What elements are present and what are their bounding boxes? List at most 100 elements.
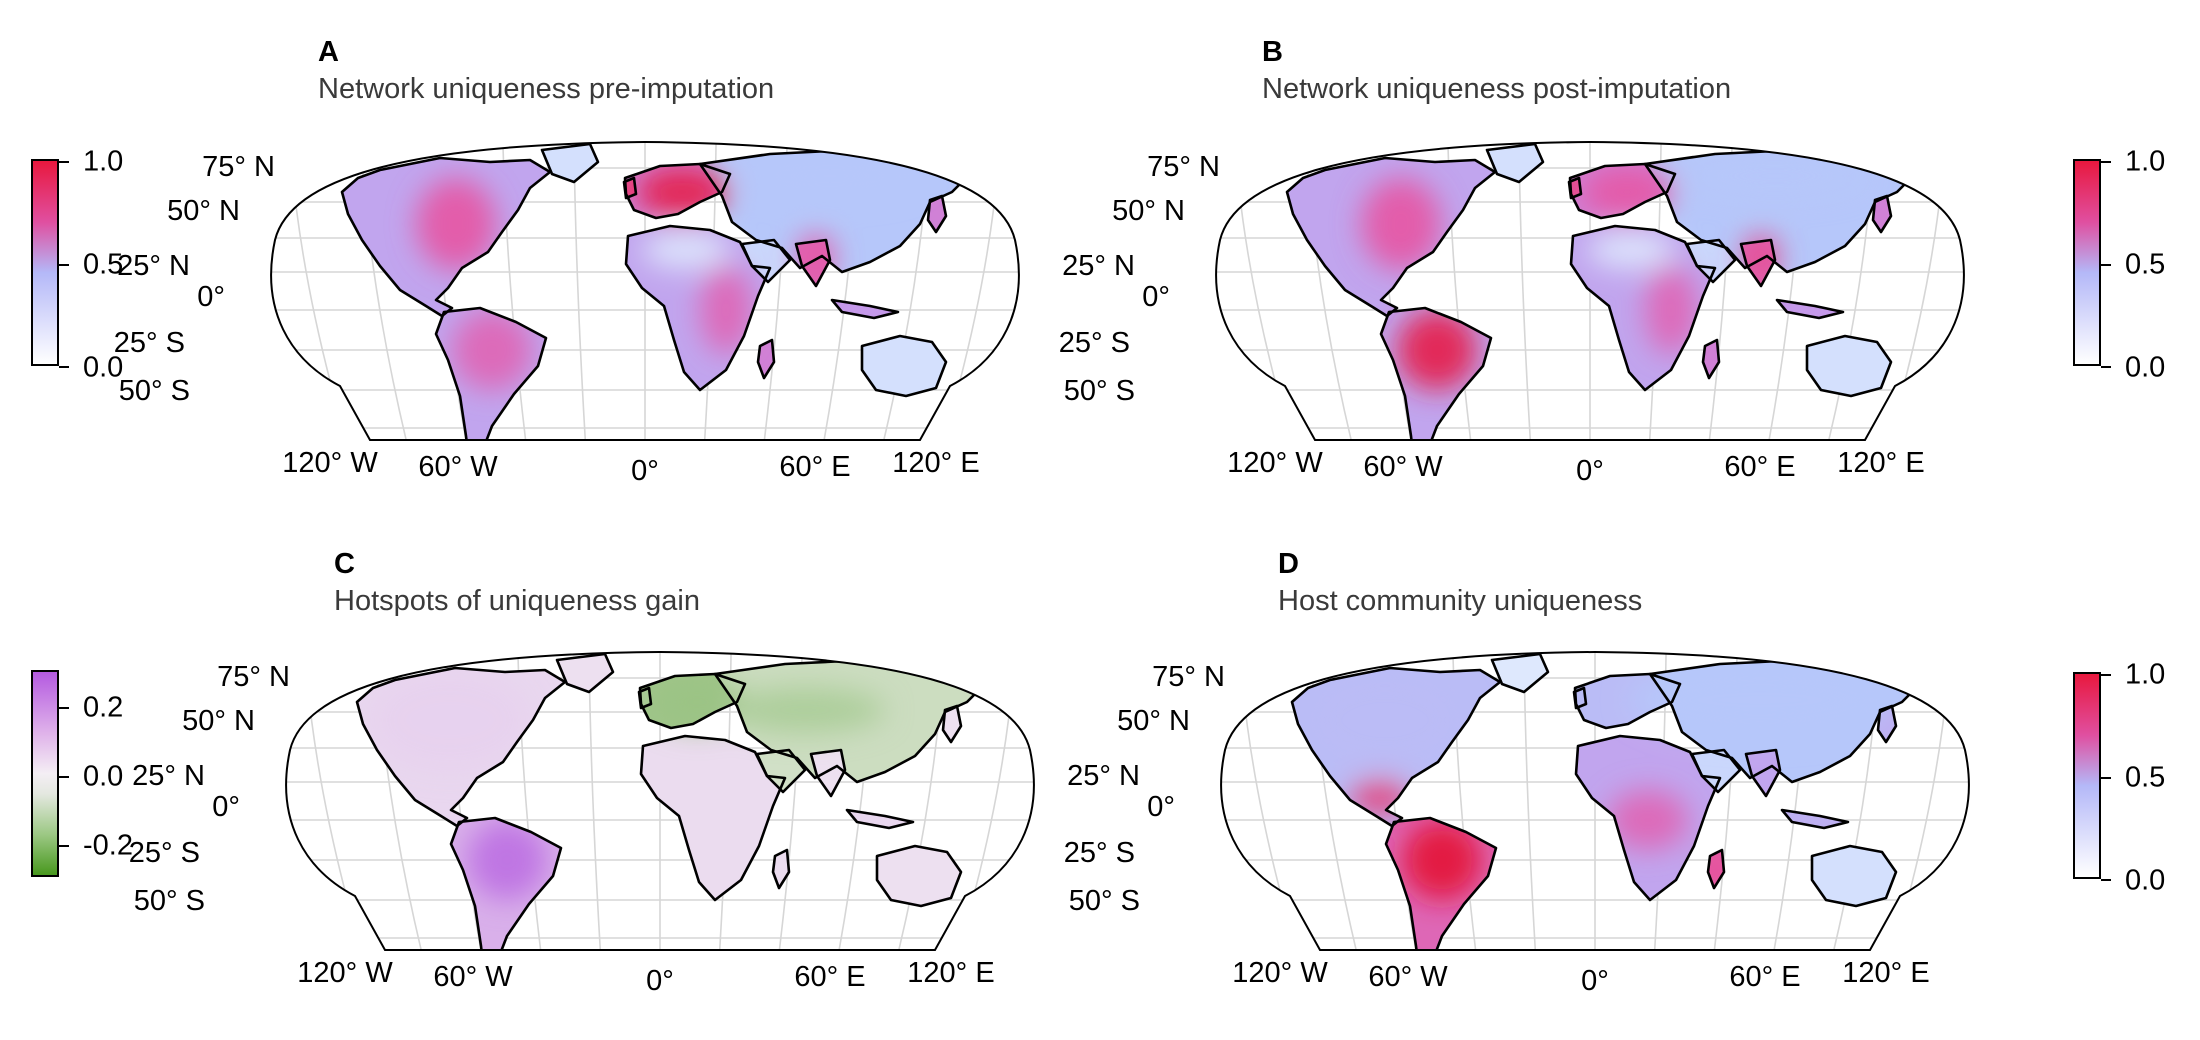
colorbar-label: 0.5 (2125, 761, 2166, 794)
hotspot (467, 820, 547, 900)
longitude-label: 60° E (1724, 451, 1795, 483)
latitude-label: 25° N (1062, 250, 1135, 282)
colorbar-tick (59, 776, 69, 778)
latitude-label: 75° N (1152, 661, 1225, 693)
coastline (622, 176, 638, 200)
map-body (271, 142, 1019, 440)
latitude-label: 25° S (1059, 327, 1130, 359)
coastline (1805, 334, 1893, 398)
longitude-label: 60° E (779, 451, 850, 483)
coastline (540, 142, 600, 184)
coastline (1485, 142, 1545, 184)
coastline (1685, 238, 1737, 284)
coastline (845, 808, 915, 830)
continent-australia (862, 336, 946, 396)
coastline (1701, 338, 1721, 380)
colorbar-label: 0.2 (83, 691, 124, 724)
latitude-label: 25° N (1067, 760, 1140, 792)
coastline (1569, 224, 1717, 392)
colorbar-label: 1.0 (2125, 145, 2166, 178)
longitude-label: 120° W (1232, 957, 1328, 989)
globe-outline (1220, 650, 1970, 951)
latitude-label: 75° N (1147, 151, 1220, 183)
colorbar-label: 1.0 (83, 145, 124, 178)
coastlines (1290, 652, 1922, 950)
colorbar-tick (2101, 366, 2111, 368)
colorbar-label: 0.0 (83, 760, 124, 793)
panel-c: C Hotspots of uniqueness gain 0.2 0.0 -0… (0, 520, 1100, 1040)
graticule-line (1238, 652, 1304, 950)
hotspot (416, 178, 496, 270)
longitude-label: 120° E (1837, 447, 1924, 479)
hotspot (452, 310, 532, 390)
latitude-label: 50° S (119, 375, 190, 407)
globe-outline (285, 650, 1035, 951)
colorbar-label: -0.2 (83, 829, 133, 862)
latitude-label: 50° S (1069, 885, 1140, 917)
longitude-label: 60° E (794, 961, 865, 993)
colorbar-tick (59, 161, 69, 163)
latitude-label: 0° (212, 791, 240, 823)
longitude-label: 120° W (282, 447, 378, 479)
map-body (1216, 142, 1964, 440)
coastline (756, 338, 776, 380)
coastline (1706, 848, 1726, 890)
latitude-label: 50° N (1112, 195, 1185, 227)
coastline (637, 686, 653, 710)
map-body (1221, 652, 1969, 950)
coastline (926, 194, 948, 234)
coastline (755, 748, 807, 794)
longitude-label: 0° (1576, 455, 1604, 487)
colorbar-label: 0.0 (83, 351, 124, 384)
panel-d: D Host community uniqueness 1.0 0.5 0.0 … (0, 520, 2200, 1040)
coastline (1775, 298, 1845, 320)
coastline (1285, 156, 1497, 318)
longitude-label: 0° (631, 455, 659, 487)
hotspot (740, 156, 920, 196)
coastline (941, 704, 963, 744)
coastline (623, 162, 732, 220)
continent-indonesia (1777, 300, 1843, 318)
coastline (1568, 162, 1677, 220)
hotspot-layer (370, 670, 885, 900)
panel-title: Network uniqueness post-imputation (1262, 73, 1732, 105)
hotspot (700, 266, 752, 354)
coastline (1567, 176, 1583, 200)
globe-outline (270, 140, 1020, 441)
longitude-label: 120° W (1227, 447, 1323, 479)
colorbar-tick (2101, 674, 2111, 676)
coastline (1490, 652, 1550, 694)
colorbar-tick (2101, 777, 2111, 779)
hotspot (725, 688, 885, 732)
coastline (1744, 748, 1782, 798)
latitude-label: 25° S (1064, 837, 1135, 869)
continent-madagascar (773, 850, 789, 888)
continent-indonesia (832, 300, 898, 318)
globe-outline (1215, 140, 1965, 441)
coastline (1290, 666, 1502, 828)
coastline (1871, 194, 1893, 234)
continent-madagascar (758, 340, 774, 378)
hotspot (1350, 780, 1410, 816)
colorbar-tick (59, 264, 69, 266)
panel-title: Host community uniqueness (1278, 585, 1643, 617)
latitude-label: 25° N (117, 250, 190, 282)
latitude-label: 50° N (182, 705, 255, 737)
latitude-label: 75° N (217, 661, 290, 693)
coastline (624, 224, 772, 392)
longitude-label: 60° W (433, 961, 513, 993)
coastline (555, 652, 615, 694)
colorbar (2073, 159, 2101, 366)
coastline (1810, 844, 1898, 908)
coastline (340, 156, 552, 318)
hotspot (1587, 232, 1675, 268)
longitude-label: 60° E (1729, 961, 1800, 993)
hotspot (1361, 178, 1441, 270)
hotspot (1645, 266, 1697, 354)
coastline (771, 848, 791, 890)
hotspot (1397, 310, 1477, 390)
latitude-label: 50° N (1117, 705, 1190, 737)
colorbar-tick (59, 366, 69, 368)
